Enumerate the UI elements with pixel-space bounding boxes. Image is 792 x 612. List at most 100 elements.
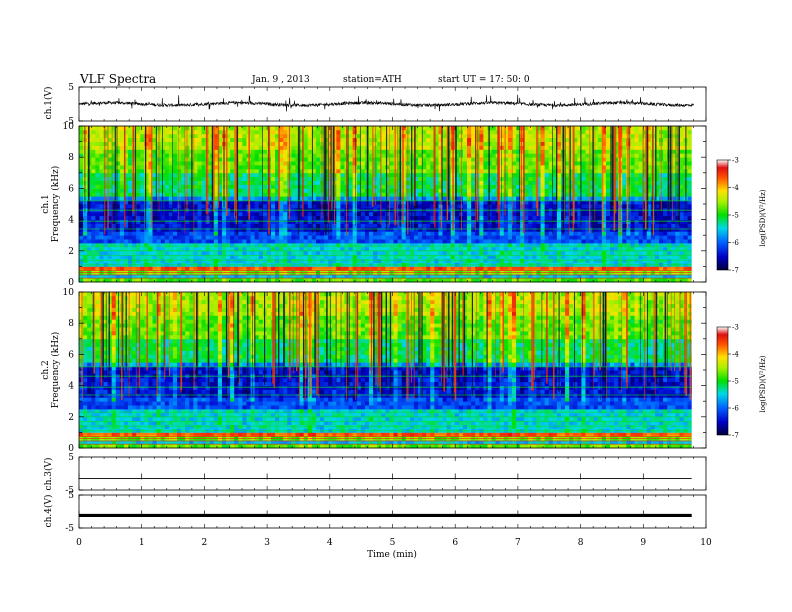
- spectrogram-cell: [552, 254, 558, 259]
- spectrogram-cell: [552, 258, 558, 263]
- spectrogram-cell: [303, 219, 309, 224]
- spectrogram-cell: [434, 211, 439, 217]
- spectrogram-cell: [168, 153, 174, 158]
- spectrogram-cell: [79, 231, 84, 236]
- spectrogram-cell: [95, 250, 100, 256]
- spectrogram-cell: [573, 129, 578, 135]
- spectrogram-cell: [479, 266, 484, 271]
- spectrogram-cell: [393, 235, 398, 240]
- spectrogram-cell: [328, 243, 333, 248]
- spectrogram-cell: [369, 141, 374, 146]
- spectrogram-cell: [315, 246, 321, 252]
- spectrogram-cell: [242, 250, 247, 256]
- spectrogram-cell: [189, 250, 194, 256]
- spectrogram-cell: [516, 274, 521, 279]
- spectrogram-cell: [552, 250, 558, 256]
- spectrogram-cell: [332, 266, 337, 271]
- spectrogram-cell: [389, 254, 394, 259]
- spectrogram-cell: [483, 215, 488, 220]
- spectrogram-cell: [503, 235, 509, 240]
- spectrogram-cell: [360, 161, 366, 166]
- spectrogram-cell: [560, 235, 566, 240]
- spectrogram-cell: [172, 192, 178, 197]
- spectrogram-cell: [226, 161, 231, 166]
- spectrogram-cell: [123, 129, 129, 135]
- spectrogram-cell: [336, 184, 341, 189]
- spectrogram-cell: [536, 196, 541, 201]
- spectrogram-cell: [418, 149, 423, 154]
- spectrogram-cell: [499, 235, 505, 240]
- spectrogram-cell: [254, 145, 260, 150]
- spectrogram-cell: [177, 180, 182, 185]
- spectrogram-cell: [140, 184, 145, 189]
- spectrogram-cell: [422, 133, 427, 139]
- spectrogram-cell: [197, 176, 202, 181]
- spectrogram-cell: [132, 243, 137, 248]
- spectrogram-cell: [336, 141, 341, 146]
- spectrogram-cell: [311, 126, 317, 131]
- spectrogram-cell: [230, 246, 235, 252]
- spectrogram-cell: [511, 250, 517, 256]
- spectrogram-cell: [548, 176, 554, 181]
- spectrogram-cell: [270, 211, 276, 217]
- spectrogram-cell: [189, 246, 194, 252]
- spectrogram-cell: [336, 196, 341, 201]
- spectrogram-cell: [483, 141, 488, 146]
- spectrogram-cell: [438, 157, 443, 162]
- spectrogram-cell: [540, 161, 546, 166]
- spectrogram-cell: [360, 172, 366, 178]
- spectrogram-cell: [548, 188, 554, 193]
- spectrogram-cell: [295, 168, 300, 174]
- spectrogram-cell: [217, 196, 223, 201]
- spectrogram-cell: [528, 200, 533, 205]
- spectrogram-cell: [238, 137, 243, 142]
- spectrogram-cell: [348, 215, 354, 220]
- spectrogram-cell: [336, 129, 341, 135]
- spectrogram-cell: [479, 161, 484, 166]
- spectrogram-cell: [177, 215, 182, 220]
- spectrogram-cell: [356, 231, 362, 236]
- spectrogram-cell: [140, 129, 145, 135]
- spectrogram-cell: [307, 215, 313, 220]
- spectrogram-cell: [115, 278, 121, 283]
- spectrogram-cell: [373, 250, 378, 256]
- spectrogram-cell: [197, 184, 202, 189]
- spectrogram-cell: [471, 172, 476, 178]
- spectrogram-cell: [438, 219, 443, 224]
- spectrogram-cell: [136, 129, 141, 135]
- spectrogram-cell: [83, 196, 88, 201]
- spectrogram-cell: [132, 168, 137, 174]
- spectrogram-cell: [213, 145, 219, 150]
- spectrogram-cell: [544, 153, 550, 158]
- spectrogram-cell: [128, 204, 133, 209]
- spectrogram-cell: [393, 258, 398, 263]
- spectrogram-cell: [369, 137, 374, 142]
- spectrogram-cell: [340, 153, 345, 158]
- spectrogram-cell: [536, 149, 541, 154]
- spectrogram-cell: [132, 172, 137, 178]
- spectrogram-cell: [275, 231, 280, 236]
- spectrogram-cell: [168, 274, 174, 279]
- spectrogram-cell: [511, 239, 517, 244]
- spectrogram-cell: [177, 129, 182, 135]
- spectrogram-cell: [242, 215, 247, 220]
- spectrogram-cell: [148, 227, 153, 232]
- spectrogram-cell: [536, 192, 541, 197]
- spectrogram-cell: [520, 133, 525, 139]
- spectrogram-cell: [430, 278, 435, 283]
- spectrogram-cell: [193, 188, 198, 193]
- spectrogram-cell: [348, 180, 354, 185]
- spectrogram-cell: [311, 149, 317, 154]
- spectrogram-cell: [524, 153, 529, 158]
- spectrogram-cell: [483, 172, 488, 178]
- spectrogram-cell: [111, 266, 117, 271]
- spectrogram-cell: [401, 141, 407, 146]
- spectrogram-cell: [160, 239, 166, 244]
- spectrogram-cell: [401, 215, 407, 220]
- spectrogram-cell: [467, 254, 472, 259]
- spectrogram-cell: [172, 278, 178, 283]
- spectrogram-cell: [201, 126, 207, 131]
- spectrogram-cell: [123, 231, 129, 236]
- spectrogram-cell: [356, 184, 362, 189]
- spectrogram-cell: [487, 239, 492, 244]
